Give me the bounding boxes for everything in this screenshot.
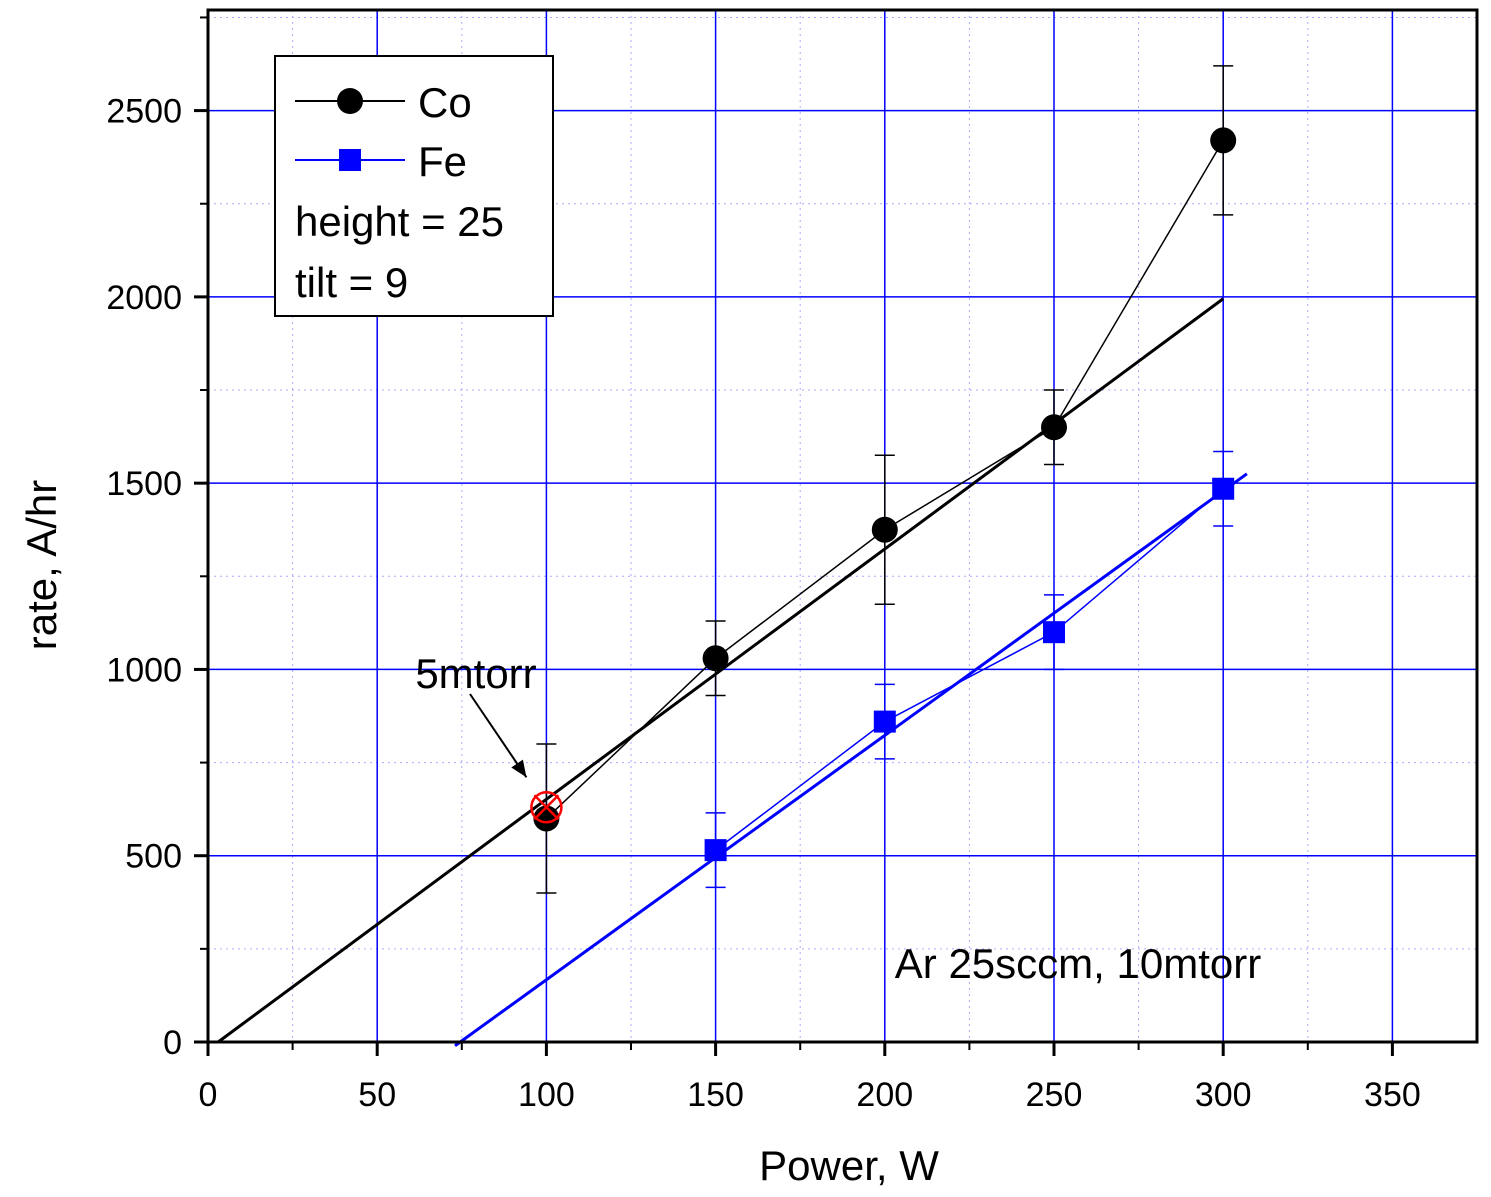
x-tick-label: 350 (1364, 1076, 1421, 1114)
co-point (533, 805, 560, 832)
legend-note-height: height = 25 (295, 198, 504, 245)
pressure-arrow (469, 693, 528, 778)
co-point (1041, 414, 1067, 441)
axis-ticks (194, 16, 1394, 1056)
pressure-arrow-shaft (469, 693, 528, 778)
y-tick-label: 1500 (106, 465, 182, 503)
legend: Co Fe height = 25 tilt = 9 (274, 55, 554, 317)
legend-note-tilt: tilt = 9 (295, 259, 408, 306)
x-tick-label: 0 (199, 1076, 218, 1114)
legend-co-marker (337, 88, 363, 114)
pressure-marker-cross (533, 794, 560, 821)
legend-entry-co: Co (295, 79, 472, 126)
y-tick-label: 2500 (106, 93, 182, 131)
y-tick-label: 1000 (106, 651, 182, 689)
x-tick-label: 300 (1195, 1076, 1252, 1114)
fe-point (1212, 477, 1235, 500)
legend-fe-marker (339, 149, 361, 171)
y-axis-label: rate, A/hr (18, 480, 65, 650)
x-tick-label: 250 (1026, 1076, 1083, 1114)
co-point (871, 516, 898, 543)
fe-point (1043, 621, 1065, 644)
pressure-marker (530, 791, 563, 824)
condition-annotation: Ar 25sccm, 10mtorr (895, 940, 1261, 987)
plot-frame (206, 8, 1479, 1044)
fe-point (873, 710, 896, 733)
y-tick-label: 500 (125, 838, 182, 876)
x-axis-label: Power, W (759, 1142, 939, 1189)
co-point (702, 645, 729, 672)
pressure-arrow-head (511, 759, 527, 778)
x-tick-label: 100 (518, 1076, 575, 1114)
grid-minor (208, 10, 1477, 1042)
fe-series-line (715, 488, 1224, 851)
fe-point (704, 839, 727, 862)
co-fit-line (217, 297, 1225, 1044)
legend-box (274, 55, 554, 317)
co-point (1210, 127, 1237, 154)
legend-fe-label: Fe (418, 138, 467, 185)
data-markers (533, 127, 1237, 862)
x-tick-label: 200 (856, 1076, 913, 1114)
pressure-marker-circle (530, 791, 563, 824)
x-tick-label: 150 (687, 1076, 744, 1114)
x-tick-label: 50 (358, 1076, 396, 1114)
legend-entry-fe: Fe (295, 138, 467, 185)
fit-lines (217, 297, 1248, 1047)
legend-co-label: Co (418, 79, 472, 126)
pressure-annotation: 5mtorr (415, 650, 536, 697)
y-tick-label: 2000 (106, 279, 182, 317)
tick-labels: 0 50 100 150 200 250 300 350 0 500 1000 1500 2000 250… (106, 93, 1420, 1114)
y-tick-label: 0 (163, 1024, 182, 1062)
fe-fit-line (454, 472, 1248, 1047)
